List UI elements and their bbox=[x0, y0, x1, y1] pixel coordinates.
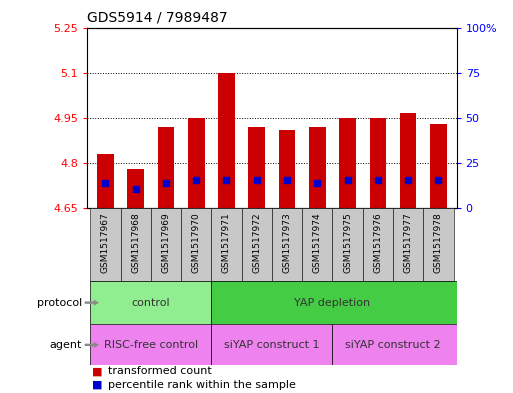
Bar bbox=[157, 127, 174, 208]
Text: GSM1517973: GSM1517973 bbox=[283, 212, 291, 273]
Point bbox=[435, 176, 443, 183]
Text: siYAP construct 1: siYAP construct 1 bbox=[224, 340, 320, 350]
Bar bbox=[430, 124, 447, 208]
Bar bbox=[309, 127, 326, 208]
Text: YAP depletion: YAP depletion bbox=[294, 298, 370, 308]
Bar bbox=[393, 208, 423, 281]
Bar bbox=[127, 169, 144, 208]
Text: ■: ■ bbox=[92, 366, 103, 376]
Text: GSM1517969: GSM1517969 bbox=[162, 212, 170, 273]
Text: GSM1517975: GSM1517975 bbox=[343, 212, 352, 273]
Text: GSM1517977: GSM1517977 bbox=[404, 212, 412, 273]
Bar bbox=[211, 324, 332, 365]
Text: GSM1517967: GSM1517967 bbox=[101, 212, 110, 273]
Text: GDS5914 / 7989487: GDS5914 / 7989487 bbox=[87, 11, 228, 25]
Text: GSM1517978: GSM1517978 bbox=[434, 212, 443, 273]
Text: GSM1517972: GSM1517972 bbox=[252, 212, 261, 273]
Bar bbox=[90, 208, 121, 281]
Point bbox=[374, 176, 382, 183]
Text: GSM1517976: GSM1517976 bbox=[373, 212, 382, 273]
Bar bbox=[332, 324, 457, 365]
Bar bbox=[242, 208, 272, 281]
Point bbox=[404, 176, 412, 183]
Bar bbox=[188, 118, 205, 208]
Bar bbox=[121, 208, 151, 281]
Point bbox=[283, 176, 291, 183]
Bar bbox=[272, 208, 302, 281]
Text: GSM1517971: GSM1517971 bbox=[222, 212, 231, 273]
Text: GSM1517970: GSM1517970 bbox=[192, 212, 201, 273]
Text: transformed count: transformed count bbox=[108, 366, 211, 376]
Text: control: control bbox=[131, 298, 170, 308]
Bar bbox=[218, 73, 235, 208]
Bar bbox=[151, 208, 181, 281]
Point bbox=[344, 176, 352, 183]
Bar bbox=[279, 130, 295, 208]
Text: siYAP construct 2: siYAP construct 2 bbox=[345, 340, 441, 350]
Point bbox=[222, 176, 230, 183]
Bar bbox=[400, 114, 417, 208]
Bar bbox=[90, 324, 211, 365]
Text: protocol: protocol bbox=[37, 298, 82, 308]
Bar bbox=[369, 118, 386, 208]
Bar bbox=[363, 208, 393, 281]
Text: GSM1517974: GSM1517974 bbox=[313, 212, 322, 273]
Bar bbox=[339, 118, 356, 208]
Bar bbox=[97, 154, 114, 208]
Text: GSM1517968: GSM1517968 bbox=[131, 212, 140, 273]
Point bbox=[313, 180, 322, 186]
Bar bbox=[248, 127, 265, 208]
Bar bbox=[181, 208, 211, 281]
Bar bbox=[211, 208, 242, 281]
Bar bbox=[302, 208, 332, 281]
Point bbox=[192, 176, 200, 183]
Bar bbox=[423, 208, 453, 281]
Text: ■: ■ bbox=[92, 380, 103, 390]
Point bbox=[101, 180, 109, 186]
Text: RISC-free control: RISC-free control bbox=[104, 340, 198, 350]
Text: agent: agent bbox=[50, 340, 82, 350]
Point bbox=[162, 180, 170, 186]
Bar bbox=[90, 281, 211, 324]
Text: percentile rank within the sample: percentile rank within the sample bbox=[108, 380, 295, 390]
Point bbox=[252, 176, 261, 183]
Bar bbox=[211, 281, 457, 324]
Bar bbox=[332, 208, 363, 281]
Point bbox=[131, 185, 140, 192]
